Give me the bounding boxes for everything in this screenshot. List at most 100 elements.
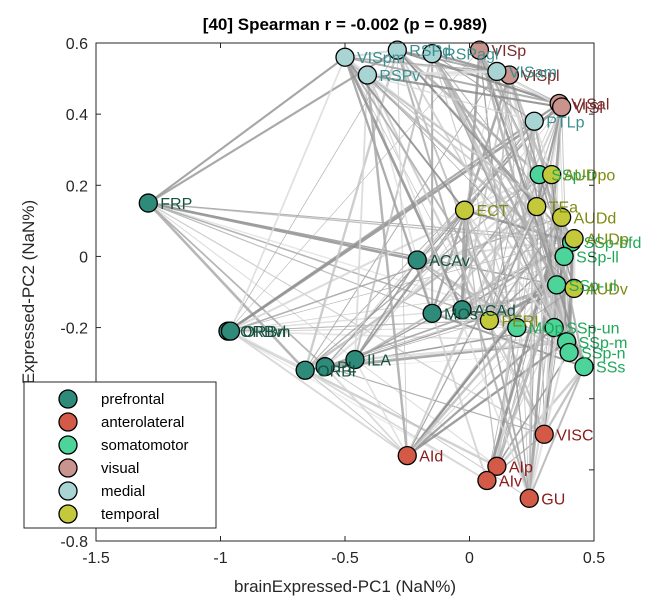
point-label: SSp-ll: [576, 249, 619, 266]
data-point: [452, 300, 472, 320]
x-tick-label: -0.5: [331, 550, 359, 567]
data-point: [357, 65, 378, 85]
point-label: SSs: [596, 360, 625, 377]
data-point: [477, 470, 497, 491]
point-label: AUDd: [574, 210, 617, 227]
connection-line: [227, 330, 488, 481]
point-label: VISp: [491, 43, 526, 60]
connection-line: [496, 352, 570, 467]
legend-label: anterolateral: [101, 414, 184, 431]
legend-label: temporal: [101, 506, 159, 523]
connection-line: [551, 106, 563, 175]
connection-line: [561, 107, 570, 353]
data-point: [534, 424, 554, 444]
connection-line: [431, 53, 586, 368]
point-label: RSPv: [379, 68, 420, 85]
connection-line: [147, 202, 307, 372]
point-label: ACAv: [429, 253, 470, 270]
connection-line: [396, 49, 568, 343]
point-label: TEa: [549, 200, 578, 217]
point-label: RSPd: [409, 43, 451, 60]
connection-line: [396, 50, 408, 456]
connection-line: [489, 121, 535, 321]
point-label: AUDv: [586, 281, 628, 298]
point-label: AIp: [509, 459, 533, 476]
data-point: [479, 310, 500, 331]
connection-line: [343, 56, 464, 311]
connection-line: [229, 330, 408, 457]
y-tick-label: 0.4: [66, 107, 88, 124]
legend-marker: [58, 412, 78, 432]
data-point: [295, 360, 315, 380]
connection-line: [344, 56, 497, 73]
connection-line: [431, 205, 538, 315]
legend-marker: [58, 389, 78, 409]
y-tick-label: -0.2: [60, 321, 88, 338]
point-label: SSp-ul: [569, 278, 617, 295]
data-point: [469, 40, 490, 60]
point-label: VISal: [571, 96, 609, 113]
x-tick-label: 0.5: [583, 550, 605, 567]
data-point: [507, 317, 527, 338]
connection-line: [305, 352, 570, 371]
data-point: [220, 321, 241, 341]
x-tick-label: -1: [213, 550, 227, 567]
x-axis-label: brainExpressed-PC1 (NaN%): [234, 577, 456, 596]
connection-line: [344, 57, 545, 435]
connection-line: [366, 74, 409, 456]
point-label: ILA: [367, 353, 391, 370]
connection-line: [354, 320, 490, 360]
data-point: [527, 196, 547, 217]
point-label: AId: [419, 449, 443, 466]
connection-line: [396, 49, 538, 208]
point-label: GU: [541, 491, 565, 508]
connection-line: [353, 53, 434, 360]
connection-line: [148, 202, 572, 243]
y-tick-label: 0.6: [66, 36, 88, 53]
point-label: MOs: [444, 306, 478, 323]
point-label: AUDp: [586, 232, 629, 249]
connection-line: [367, 74, 575, 289]
legend-label: somatomotor: [101, 437, 189, 454]
x-axis-ticks: -1.5 -1 -0.5 0 0.5: [82, 43, 605, 567]
connection-line: [304, 369, 408, 457]
connection-line: [148, 202, 433, 314]
legend: prefrontal anterolateral somatomotor visual…: [23, 381, 217, 529]
data-point: [487, 456, 507, 476]
data-point: [407, 250, 427, 270]
connection-line: [488, 320, 531, 499]
legend-label: prefrontal: [101, 391, 164, 408]
data-point: [554, 246, 574, 267]
data-point: [519, 488, 539, 508]
point-label: RSPagl: [444, 47, 498, 64]
connection-line: [304, 369, 488, 482]
connection-line: [227, 327, 517, 332]
data-point: [422, 44, 442, 64]
legend-label: visual: [101, 460, 139, 477]
point-label: PL: [337, 360, 357, 377]
point-label: AUDpo: [564, 168, 616, 185]
connection-line: [535, 106, 563, 207]
data-point: [564, 228, 584, 249]
data-point: [542, 164, 562, 185]
legend-marker: [58, 481, 78, 501]
connection-line: [229, 56, 346, 332]
data-points: [138, 40, 594, 508]
connection-line: [464, 71, 498, 211]
legend-box: [23, 381, 217, 529]
point-label: VISC: [556, 427, 593, 444]
connection-line: [528, 217, 563, 499]
data-point: [544, 317, 564, 338]
point-label: VISam: [509, 64, 557, 81]
point-label: ORBm: [242, 324, 290, 341]
connection-line: [366, 74, 563, 218]
legend-marker: [58, 435, 78, 455]
data-point: [345, 349, 365, 370]
connection-line: [343, 56, 434, 314]
point-label: SSp-un: [566, 321, 619, 338]
connection-line: [366, 74, 546, 435]
connection-line: [486, 327, 555, 481]
connection-line: [417, 259, 518, 328]
x-tick-label: -1.5: [82, 550, 110, 567]
point-label: FRP: [160, 196, 192, 213]
